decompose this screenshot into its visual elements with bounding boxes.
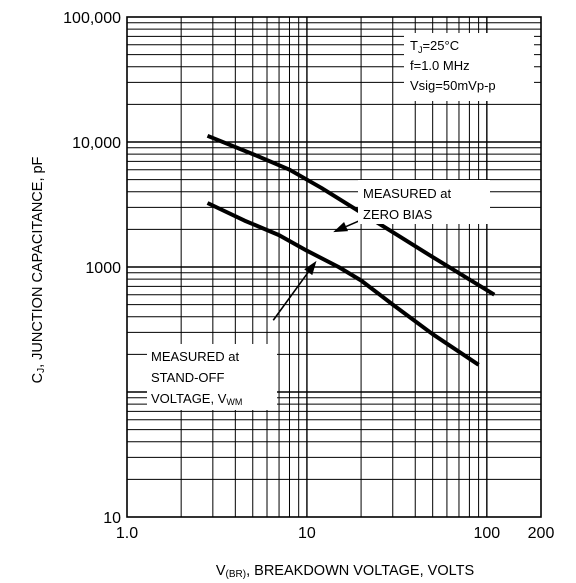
zero-bias-label: MEASURED at ZERO BIAS [358,180,490,224]
y-tick-label: 100,000 [63,10,121,27]
x-tick-label: 10 [298,525,316,542]
conditions-box-bg [404,33,534,101]
y-tick-label: 1000 [85,260,121,277]
y-tick-labels: 10 1000 10,000 100,000 [63,10,121,527]
y-tick-label: 10,000 [72,135,121,152]
condition-vsig: Vsig=50mVp-p [410,78,496,93]
zero-bias-label-line2: ZERO BIAS [363,207,433,222]
condition-frequency: f=1.0 MHz [410,58,470,73]
stand-off-label-line1: MEASURED at [151,349,240,364]
y-axis-title: CJ, JUNCTION CAPACITANCE, pF [30,156,47,383]
zero-bias-label-bg [358,180,490,224]
stand-off-label: MEASURED at STAND-OFF VOLTAGE, VWM [147,344,277,410]
x-axis-title: V(BR), BREAKDOWN VOLTAGE, VOLTS [216,563,474,580]
x-tick-label: 200 [528,525,555,542]
conditions-box: TJ=25°C f=1.0 MHz Vsig=50mVp-p [404,33,534,101]
zero-bias-label-line1: MEASURED at [363,186,452,201]
y-tick-label: 10 [103,510,121,527]
x-tick-label: 100 [473,525,500,542]
stand-off-label-line3: VOLTAGE, VWM [151,391,242,407]
stand-off-label-line2: STAND-OFF [151,370,224,385]
arrow-head-1 [333,221,349,233]
arrow-head-2 [304,260,317,276]
x-tick-labels: 1.0 10 100 200 [116,525,555,542]
condition-temperature: TJ=25°C [410,38,459,55]
series-curve-2 [206,201,480,367]
arrow-line-2 [272,271,309,321]
curves [206,133,496,367]
plot-frame [126,16,542,518]
stand-off-label-bg [147,344,277,410]
series-curve-1 [206,133,496,297]
x-tick-label: 1.0 [116,525,138,542]
